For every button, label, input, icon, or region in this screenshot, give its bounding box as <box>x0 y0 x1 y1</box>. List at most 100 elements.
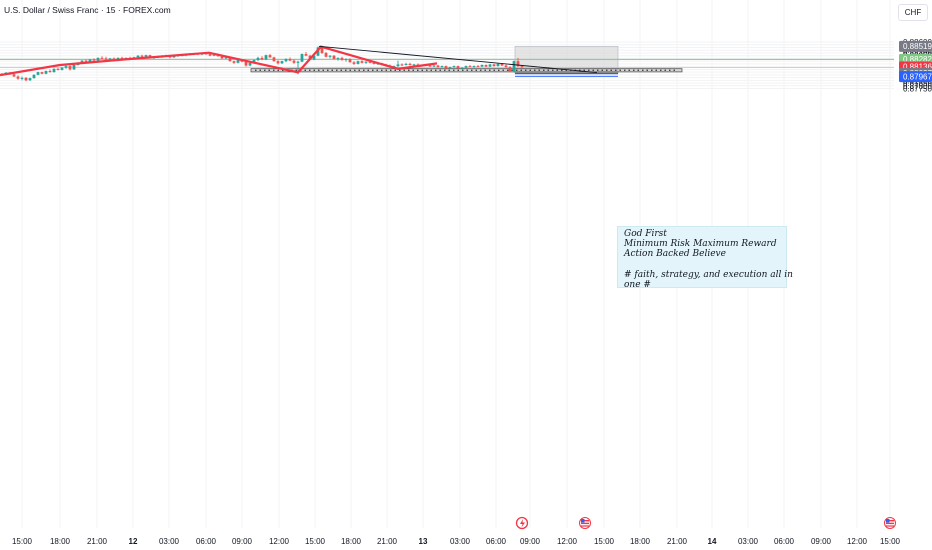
candle-down <box>504 65 508 68</box>
flag-stripe-icon <box>581 525 589 527</box>
candle-up <box>212 54 216 56</box>
candle-down <box>24 77 28 81</box>
candle-up <box>64 66 68 68</box>
candle-up <box>72 64 76 70</box>
candle-up <box>432 65 436 67</box>
note-line: Minimum Risk Maximum Reward <box>624 239 777 250</box>
candle-up <box>116 57 120 59</box>
candle-up <box>236 60 240 63</box>
time-tick-label: 12:00 <box>557 537 578 546</box>
candle-down <box>92 59 96 61</box>
time-tick-label: 13 <box>419 537 428 546</box>
time-tick-label: 18:00 <box>50 537 71 546</box>
candle-up <box>336 57 340 59</box>
flag-stripe-icon <box>581 520 589 522</box>
price-tag-label: 0.88282 <box>903 55 932 64</box>
flag-canton-icon <box>581 519 585 523</box>
flag-stripe-icon <box>886 522 894 525</box>
candle-down <box>500 63 504 66</box>
candle-up <box>300 54 304 62</box>
candle-down <box>140 55 144 57</box>
price-tag <box>899 71 932 83</box>
candle-down <box>444 66 448 69</box>
price-scale[interactable]: 0.886000.885500.885000.884500.884000.883… <box>899 38 932 94</box>
candle-down <box>332 55 336 59</box>
flag-stripe-icon <box>581 522 589 525</box>
candle-up <box>252 60 256 63</box>
candle-up <box>284 58 288 62</box>
candle-down <box>220 56 224 59</box>
note-line: Action Backed Believe <box>624 249 726 260</box>
candle-up <box>472 66 476 68</box>
candle-down <box>16 76 20 79</box>
candle-down <box>492 64 496 67</box>
flag-stripe-icon <box>886 525 894 527</box>
time-tick-label: 21:00 <box>667 537 688 546</box>
candle-down <box>436 65 440 68</box>
candle-up <box>224 57 228 59</box>
time-tick-label: 12 <box>129 537 138 546</box>
candle-up <box>460 67 464 69</box>
time-tick-label: 21:00 <box>377 537 398 546</box>
trendline[interactable] <box>318 45 598 73</box>
time-tick-label: 15:00 <box>305 537 326 546</box>
event-markers[interactable] <box>515 516 896 530</box>
time-tick-label: 09:00 <box>811 537 832 546</box>
text-note[interactable]: God First Minimum Risk Maximum Reward Ac… <box>617 226 793 291</box>
time-tick-label: 06:00 <box>774 537 795 546</box>
time-tick-label: 18:00 <box>341 537 362 546</box>
time-tick-label: 14 <box>708 537 717 546</box>
candle-down <box>84 60 88 62</box>
stop-zone[interactable] <box>515 73 618 77</box>
candle-up <box>108 58 112 60</box>
currency-button[interactable]: CHF <box>898 4 928 21</box>
time-scale[interactable]: 15:00 18:00 21:00 12 03:00 06:00 09:00 12:00 15:… <box>12 537 901 546</box>
time-tick-label: 15:00 <box>594 537 615 546</box>
price-tag-label: 0.88519 <box>903 42 932 51</box>
lightning-glyph-icon <box>520 519 525 528</box>
candle-up <box>512 61 516 72</box>
candle-up <box>328 55 332 57</box>
candle-down <box>100 57 104 59</box>
price-tick-label: 0.87850 <box>903 79 932 88</box>
candle-up <box>356 61 360 64</box>
flag-stripe-icon <box>886 520 894 522</box>
time-tick-label: 03:00 <box>738 537 759 546</box>
candle-down <box>292 60 296 63</box>
candle-down <box>276 61 280 64</box>
candle-down <box>340 57 344 61</box>
price-tick-label: 0.88400 <box>903 49 932 58</box>
candle-down <box>232 61 236 63</box>
note-line: # faith, strategy, and execution all in <box>624 269 793 280</box>
candle-down <box>348 58 352 63</box>
candle-down <box>484 64 488 67</box>
note-line: one # <box>624 280 651 291</box>
time-tick-label: 12:00 <box>847 537 868 546</box>
price-tag-label: 0.87967 <box>903 72 932 81</box>
candle-up <box>364 61 368 63</box>
candle-up <box>448 67 452 69</box>
candle-down <box>360 61 364 63</box>
chart-title: U.S. Dollar / Swiss Franc · 15 · FOREX.c… <box>4 5 171 15</box>
time-tick-label: 09:00 <box>232 537 253 546</box>
price-tag-label: 0.88136 <box>903 63 932 72</box>
candle-up <box>248 62 252 66</box>
candle-down <box>260 57 264 60</box>
candle-up <box>60 67 64 70</box>
candle-up <box>52 68 56 73</box>
time-tick-label: 03:00 <box>450 537 471 546</box>
candle-up <box>480 64 484 67</box>
candle-up <box>28 78 32 81</box>
pattern-polyline[interactable] <box>0 45 438 77</box>
candle-down <box>68 66 72 70</box>
candle-down <box>476 66 480 68</box>
candle-up <box>172 56 176 58</box>
candle-up <box>496 63 500 67</box>
candle-up <box>264 55 268 60</box>
candle-down <box>272 57 276 62</box>
candle-up <box>32 74 36 79</box>
candle-up <box>144 55 148 57</box>
candle-up <box>44 71 48 74</box>
time-tick-label: 18:00 <box>630 537 651 546</box>
